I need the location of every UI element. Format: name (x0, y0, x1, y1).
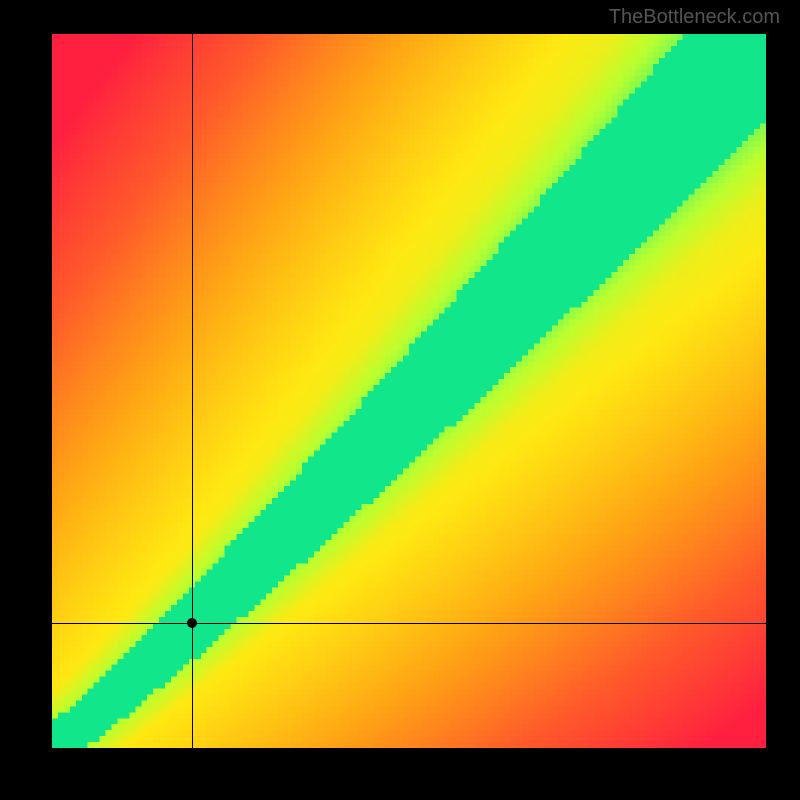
heatmap-plot-area (52, 34, 766, 748)
heatmap-canvas (52, 34, 766, 748)
watermark-text: TheBottleneck.com (609, 6, 780, 29)
